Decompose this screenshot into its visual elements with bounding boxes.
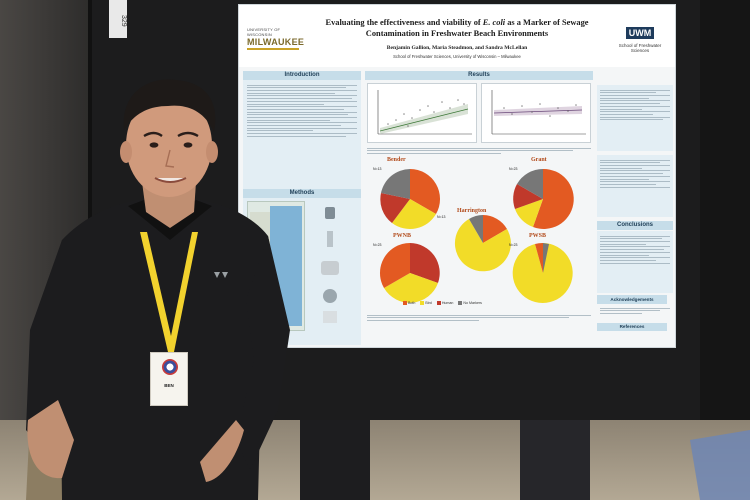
methods-map [247,201,305,331]
pie-label: Harrington [457,208,487,214]
sfs-logo: UWM School of Freshwater Sciences [615,23,665,53]
pie-label: Bender [387,157,406,163]
adjacent-panel [0,0,95,420]
results-heading: Results [365,71,593,80]
methods-heading: Methods [243,189,361,198]
figure-caption-2 [367,313,591,343]
conclusions-heading: Conclusions [597,221,673,230]
pie-grant [513,168,574,229]
pie-charts [379,168,574,303]
scatter-plot-graphic [491,90,586,135]
pie-n: N=23 [509,243,518,247]
scatter-plot-right [481,83,591,143]
floor [0,420,750,500]
logo-text: MILWAUKEE [247,37,305,47]
pie-label: PWSB [529,233,547,239]
pie-n: N=13 [373,167,382,171]
scatter-plot-left [367,83,477,143]
adjacent-board-right [700,0,750,430]
pie-n: N=23 [373,243,382,247]
logo-subtext: School of Freshwater Sciences [618,43,662,54]
references-heading: References [597,323,667,331]
pie-label: Grant [531,157,547,163]
pie-bender [380,169,441,230]
poster-header: UNIVERSITY OF WISCONSIN MILWAUKEE Evalua… [239,5,675,67]
methods-flow-diagram [307,201,357,331]
background-person-legs [300,420,370,500]
pie-legend: Both Bird Human No Markers [399,301,482,306]
badge-name: BEN [164,383,174,388]
poster-title: Evaluating the effectiveness and viabili… [317,17,597,40]
legend-item: No Markers [463,301,482,305]
badge-seal-icon [162,359,178,375]
pie-pwnb [379,243,440,303]
introduction-heading: Introduction [243,71,361,80]
logo-subtext: UNIVERSITY OF WISCONSIN [247,27,281,37]
conclusions-text [600,234,670,290]
legend-item: Both [408,301,416,305]
figure-caption-1 [367,146,591,160]
acknowledgements-heading: Acknowledgements [597,295,667,304]
board-number-tag: 329 [109,0,127,38]
pie-n: N=23 [509,167,518,171]
pie-harrington [454,215,511,272]
name-badge: BEN [150,352,188,406]
scatter-plot-graphic [377,90,472,135]
poster-authors: Benjamin Gallion, Maria Steadmon, and Sa… [386,45,528,51]
poster-affiliation: School of Freshwater Sciences, Universit… [393,54,521,59]
title-part: Evaluating the effectiveness and viabili… [325,18,483,27]
acknowledgements-text [600,306,670,322]
title-italic: E. coli [482,18,506,27]
results-text [600,88,670,148]
introduction-text-block [247,83,357,187]
logo-text: UWM [625,27,655,39]
pie-label: PWNB [393,233,411,239]
legend-item: Human [441,301,454,305]
pie-n: N=13 [437,215,446,219]
results-text [600,158,670,214]
research-poster: UNIVERSITY OF WISCONSIN MILWAUKEE Evalua… [238,4,676,348]
title-part: as a Marker of Sewage Contamination in F… [365,18,589,39]
legend-item: Bird [425,301,432,305]
uwm-logo: UNIVERSITY OF WISCONSIN MILWAUKEE [247,27,305,51]
background-person-legs [520,420,590,500]
pie-pwsb [512,242,573,303]
